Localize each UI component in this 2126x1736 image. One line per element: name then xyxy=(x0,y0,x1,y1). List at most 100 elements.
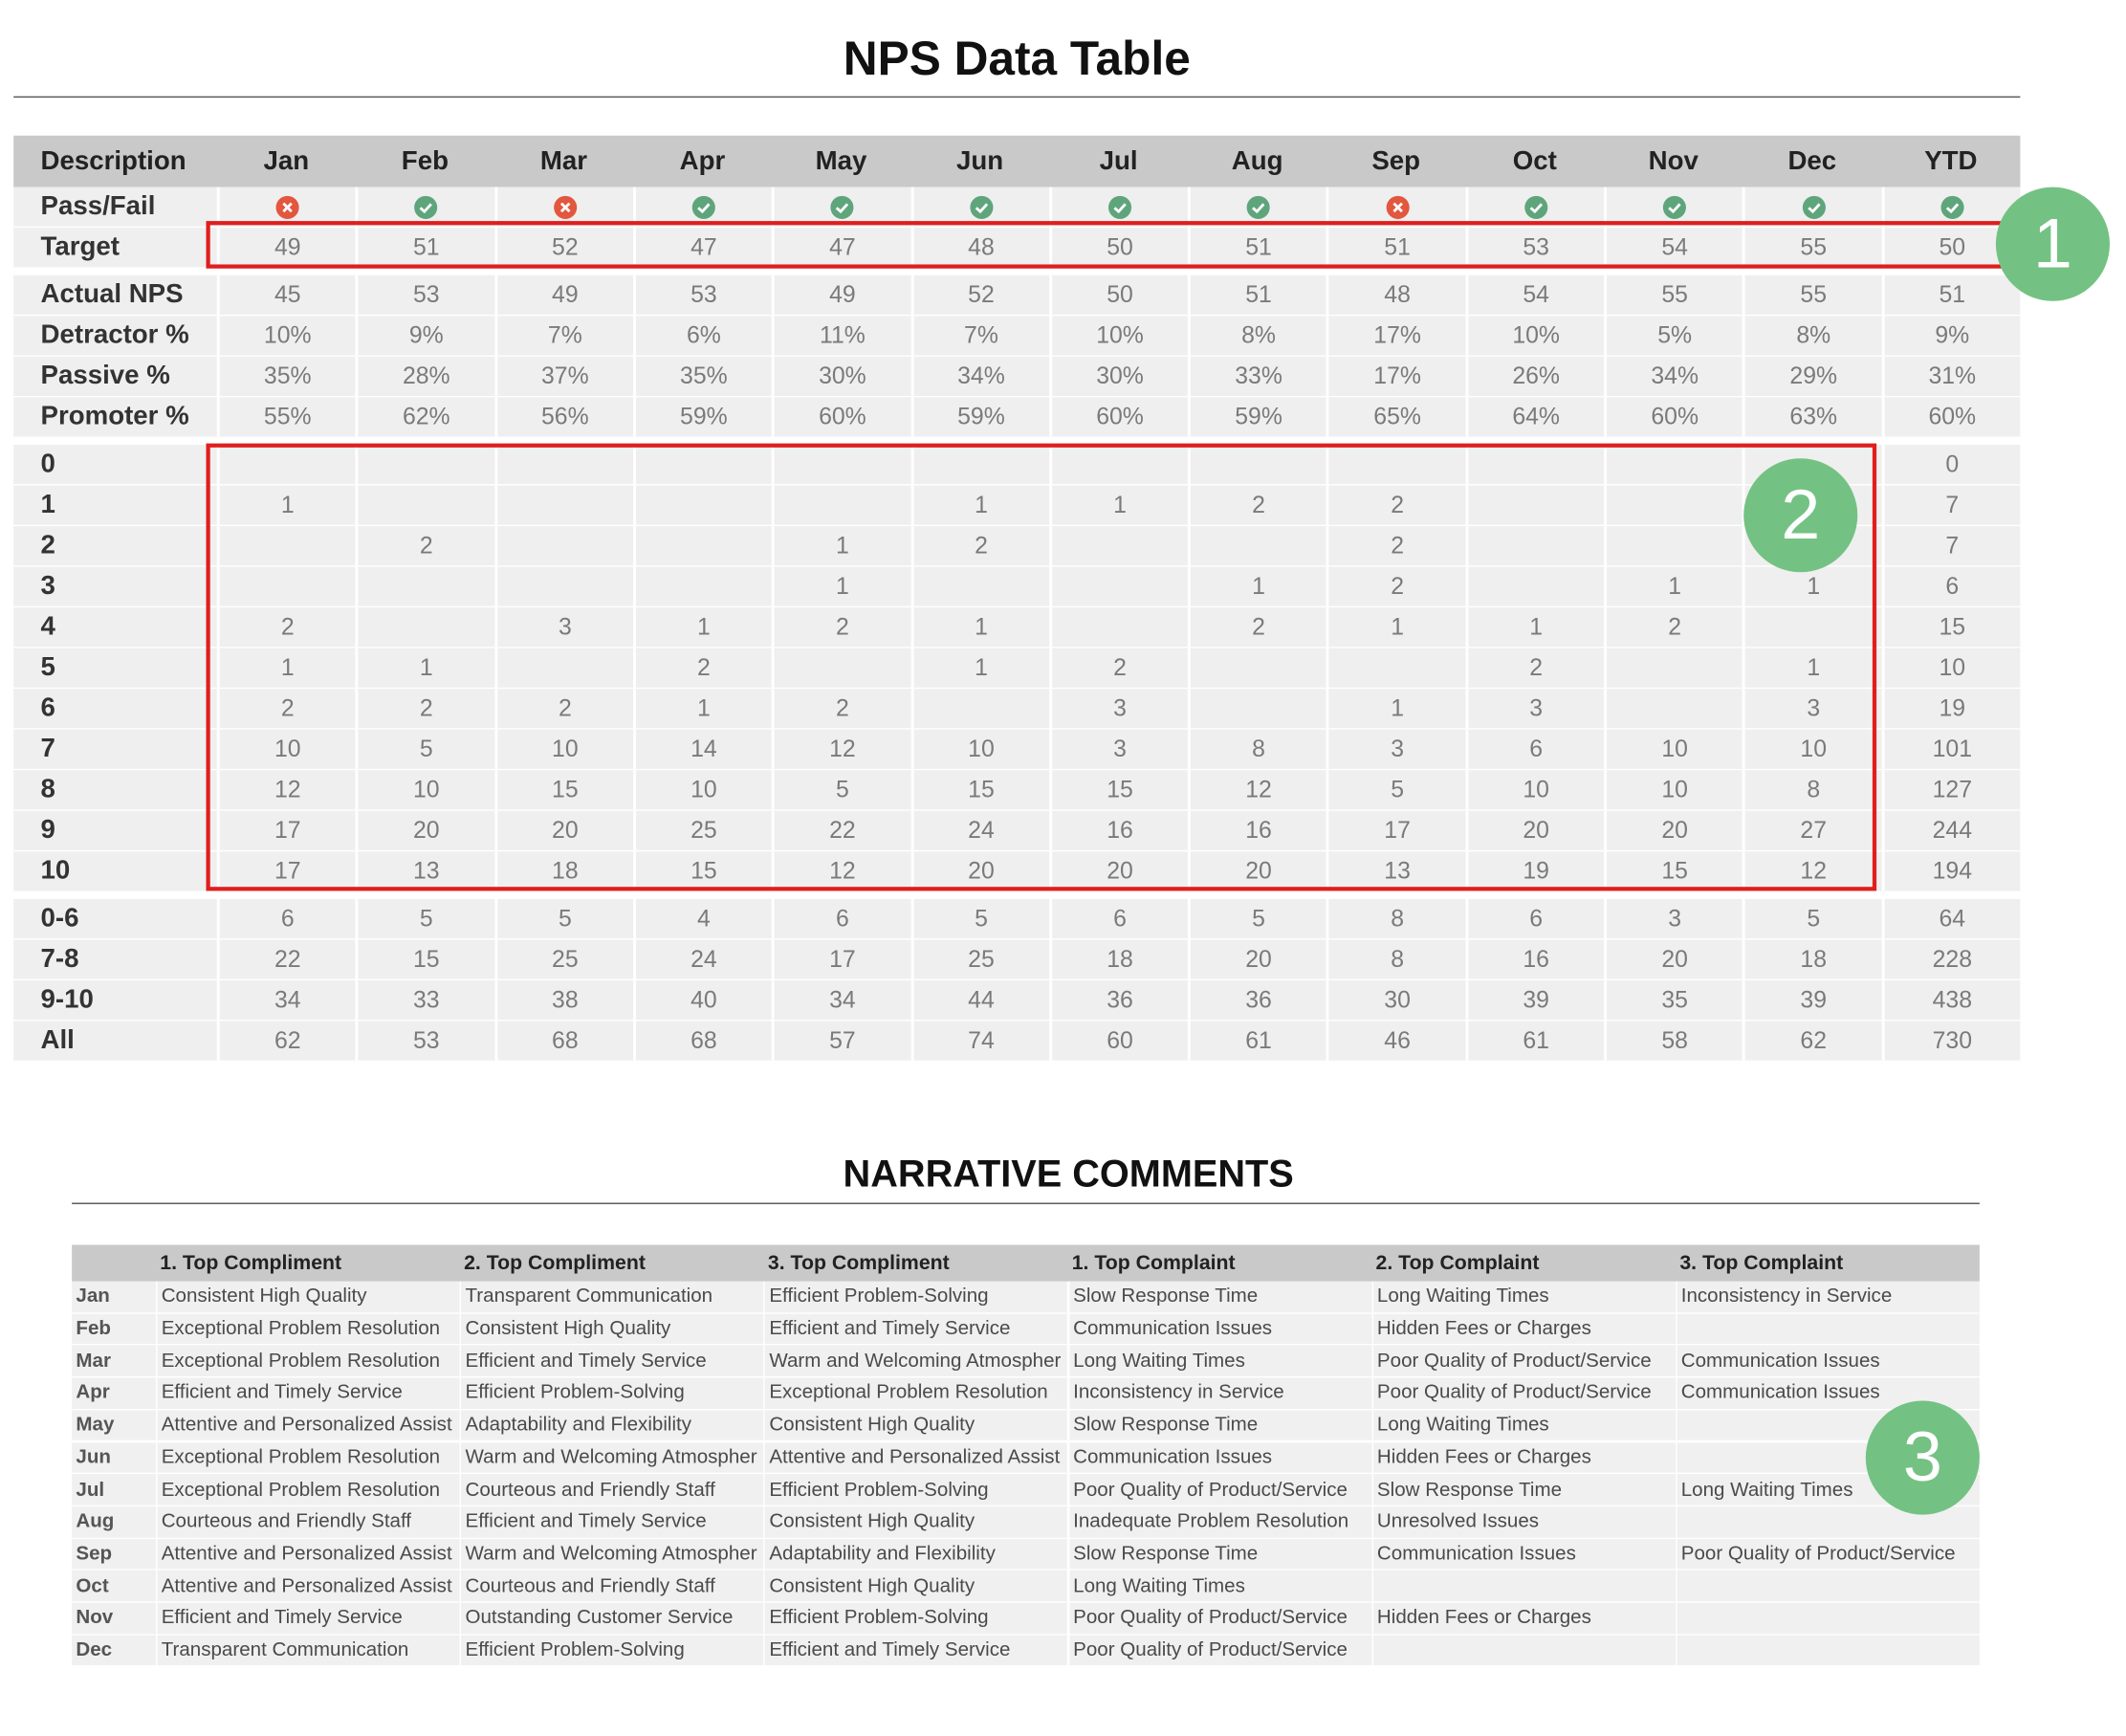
value-cell: 10 xyxy=(1465,770,1605,811)
pass-icon xyxy=(1247,195,1271,219)
value-cell: 2 xyxy=(355,689,494,730)
value-cell: 54 xyxy=(1465,275,1605,317)
value-cell: 18 xyxy=(1742,939,1882,981)
value-cell xyxy=(1188,445,1327,486)
pass-icon xyxy=(1663,195,1687,219)
value-cell: 8 xyxy=(1326,939,1466,981)
value-cell: 33% xyxy=(1188,356,1327,398)
value-cell xyxy=(1049,526,1189,567)
value-cell xyxy=(910,689,1050,730)
value-cell: 13 xyxy=(1326,851,1466,892)
value-cell: 10 xyxy=(355,770,494,811)
value-cell: 1 xyxy=(1742,648,1882,690)
value-cell: 46 xyxy=(1326,1021,1466,1063)
value-cell: 20 xyxy=(1604,939,1743,981)
value-cell: 6 xyxy=(771,898,911,940)
fail-icon xyxy=(553,195,577,219)
comment-cell: Unresolved Issues xyxy=(1371,1505,1677,1539)
highlight-box xyxy=(206,443,1877,891)
value-cell xyxy=(771,485,911,527)
value-cell: 11% xyxy=(771,316,911,357)
value-cell xyxy=(1465,485,1605,527)
value-cell: 10% xyxy=(1465,316,1605,357)
value-cell: 9% xyxy=(355,316,494,357)
value-cell: 74 xyxy=(910,1021,1050,1063)
value-cell: 3 xyxy=(493,607,633,648)
value-cell: 25 xyxy=(493,939,633,981)
month-label: Mar xyxy=(72,1345,157,1378)
value-cell: 1 xyxy=(910,648,1050,690)
value-cell: 49 xyxy=(216,228,356,269)
row-label: 2 xyxy=(13,526,217,567)
value-cell xyxy=(771,445,911,486)
comment-cell: Communication Issues xyxy=(1676,1345,1980,1378)
comment-cell: Transparent Communication xyxy=(156,1635,460,1667)
value-cell: 38 xyxy=(493,980,633,1022)
comment-cell: Consistent High Quality xyxy=(763,1410,1068,1442)
value-cell xyxy=(632,566,772,608)
comment-cell: Communication Issues xyxy=(1067,1441,1372,1475)
comment-cell: Exceptional Problem Resolution xyxy=(156,1313,460,1346)
comment-cell: Consistent High Quality xyxy=(156,1281,460,1314)
month-label: Jul xyxy=(72,1474,157,1506)
value-cell: 8 xyxy=(1188,729,1327,771)
value-cell: 20 xyxy=(493,810,633,852)
value-cell: 2 xyxy=(1326,485,1466,527)
row-label: 4 xyxy=(13,607,217,648)
row-label: 10 xyxy=(13,851,217,892)
header-cell: Aug xyxy=(1231,145,1283,176)
value-cell xyxy=(1604,485,1743,527)
value-cell: 10 xyxy=(1604,770,1743,811)
value-cell: 0 xyxy=(1881,445,2021,486)
value-cell: 48 xyxy=(910,228,1050,269)
narrative-header-bg xyxy=(72,1244,1980,1282)
value-cell: 1 xyxy=(1742,566,1882,608)
value-cell: 16 xyxy=(1465,939,1605,981)
value-cell: 27 xyxy=(1742,810,1882,852)
narrative-header-cell: 1. Top Complaint xyxy=(1071,1251,1236,1275)
month-label: Sep xyxy=(72,1538,157,1571)
value-cell: 1 xyxy=(1465,607,1605,648)
comment-cell: Poor Quality of Product/Service xyxy=(1371,1377,1677,1411)
value-cell: 10 xyxy=(1604,729,1743,771)
value-cell: 49 xyxy=(771,275,911,317)
value-cell: 18 xyxy=(493,851,633,892)
value-cell xyxy=(1465,526,1605,567)
value-cell: 51 xyxy=(1188,275,1327,317)
month-label: Dec xyxy=(72,1635,157,1667)
value-cell xyxy=(216,526,356,567)
value-cell: 730 xyxy=(1881,1021,2021,1063)
value-cell: 17 xyxy=(771,939,911,981)
value-cell xyxy=(1465,445,1605,486)
header-cell: YTD xyxy=(1924,145,1978,176)
value-cell: 10 xyxy=(632,770,772,811)
value-cell: 8 xyxy=(1326,898,1466,940)
value-cell: 25 xyxy=(910,939,1050,981)
pass-icon xyxy=(1802,195,1826,219)
month-label: Oct xyxy=(72,1571,157,1603)
value-cell xyxy=(910,445,1050,486)
comment-cell: Warm and Welcoming Atmospher xyxy=(459,1441,764,1475)
value-cell: 51 xyxy=(1188,228,1327,269)
value-cell xyxy=(493,648,633,690)
comment-cell: Slow Response Time xyxy=(1067,1410,1372,1442)
pass-icon xyxy=(691,195,715,219)
value-cell: 17 xyxy=(216,851,356,892)
value-cell: 1 xyxy=(632,689,772,730)
value-cell xyxy=(493,526,633,567)
value-cell: 10% xyxy=(216,316,356,357)
comment-cell: Hidden Fees or Charges xyxy=(1371,1441,1677,1475)
value-cell: 228 xyxy=(1881,939,2021,981)
comment-cell: Long Waiting Times xyxy=(1067,1571,1372,1603)
comment-cell: Consistent High Quality xyxy=(459,1313,764,1346)
value-cell: 1 xyxy=(1326,689,1466,730)
value-cell: 18 xyxy=(1049,939,1189,981)
value-cell: 31% xyxy=(1881,356,2021,398)
comment-cell: Inconsistency in Service xyxy=(1067,1377,1372,1411)
value-cell: 12 xyxy=(1742,851,1882,892)
comment-cell: Exceptional Problem Resolution xyxy=(156,1474,460,1506)
value-cell: 15 xyxy=(910,770,1050,811)
comment-cell: Outstanding Customer Service xyxy=(459,1602,764,1636)
value-cell: 2 xyxy=(216,607,356,648)
